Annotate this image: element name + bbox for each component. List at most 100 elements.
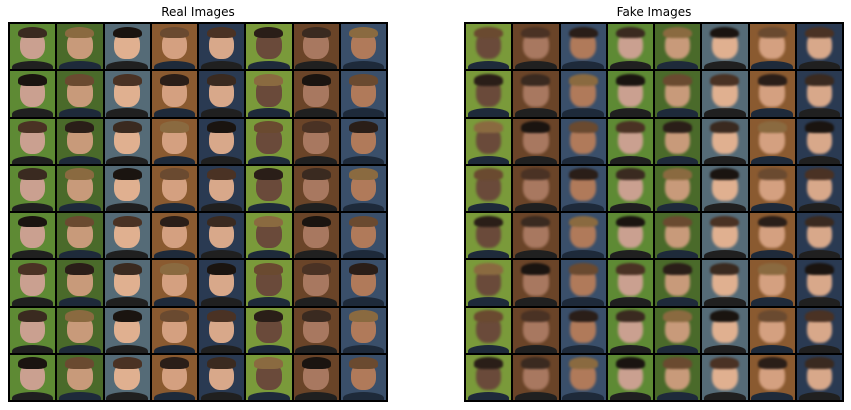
- real-face-thumbnail: [199, 71, 245, 117]
- real-face-thumbnail: [104, 71, 150, 117]
- hair: [568, 26, 598, 39]
- hair: [18, 357, 48, 370]
- hair: [18, 262, 48, 275]
- real-face-thumbnail: [293, 24, 339, 70]
- fake-face-thumbnail: [749, 307, 795, 353]
- real-face-thumbnail: [199, 307, 245, 353]
- fake-face-thumbnail: [749, 118, 795, 164]
- shoulders: [248, 344, 290, 353]
- hair: [474, 262, 504, 275]
- hair: [474, 357, 504, 370]
- shoulders: [295, 250, 337, 259]
- fake-face-thumbnail: [796, 354, 842, 400]
- hair: [521, 121, 551, 133]
- real-face-thumbnail: [293, 307, 339, 353]
- fake-face-thumbnail: [607, 165, 653, 211]
- hair: [301, 121, 331, 133]
- hair: [254, 26, 284, 39]
- shoulders: [656, 155, 699, 164]
- real-face-thumbnail: [199, 165, 245, 211]
- hair: [804, 121, 834, 133]
- real-face-thumbnail: [340, 24, 386, 70]
- real-face-thumbnail: [57, 165, 103, 211]
- hair: [254, 121, 284, 133]
- shoulders: [342, 250, 385, 259]
- fake-face-thumbnail: [655, 213, 701, 259]
- hair: [804, 357, 834, 370]
- shoulders: [248, 108, 290, 117]
- shoulders: [751, 61, 793, 70]
- shoulders: [704, 250, 746, 259]
- hair: [521, 26, 551, 39]
- shoulders: [11, 250, 54, 259]
- shoulders: [59, 250, 101, 259]
- hair: [159, 310, 189, 322]
- fake-face-thumbnail: [560, 24, 606, 70]
- real-face-thumbnail: [340, 354, 386, 400]
- hair: [348, 310, 378, 322]
- shoulders: [609, 391, 652, 400]
- hair: [663, 310, 693, 322]
- hair: [568, 215, 598, 228]
- shoulders: [798, 202, 841, 211]
- real-face-thumbnail: [151, 213, 197, 259]
- hair: [663, 26, 693, 39]
- shoulders: [200, 297, 243, 306]
- fake-face-thumbnail: [607, 213, 653, 259]
- shoulders: [751, 202, 793, 211]
- shoulders: [11, 391, 54, 400]
- hair: [568, 262, 598, 275]
- fake-face-thumbnail: [607, 354, 653, 400]
- hair: [521, 215, 551, 228]
- hair: [568, 168, 598, 181]
- shoulders: [562, 297, 604, 306]
- hair: [757, 310, 787, 322]
- shoulders: [751, 250, 793, 259]
- fake-face-thumbnail: [796, 260, 842, 306]
- real-face-thumbnail: [104, 165, 150, 211]
- hair: [65, 215, 95, 228]
- shoulders: [467, 250, 510, 259]
- fake-face-thumbnail: [607, 71, 653, 117]
- shoulders: [11, 108, 54, 117]
- shoulders: [609, 202, 652, 211]
- hair: [65, 26, 95, 39]
- shoulders: [751, 344, 793, 353]
- shoulders: [656, 202, 699, 211]
- hair: [207, 73, 237, 86]
- hair: [301, 73, 331, 86]
- shoulders: [704, 108, 746, 117]
- shoulders: [798, 297, 841, 306]
- hair: [18, 310, 48, 322]
- real-face-thumbnail: [293, 354, 339, 400]
- shoulders: [798, 344, 841, 353]
- shoulders: [153, 250, 196, 259]
- shoulders: [704, 155, 746, 164]
- shoulders: [295, 297, 337, 306]
- real-face-thumbnail: [293, 213, 339, 259]
- shoulders: [59, 297, 101, 306]
- hair: [254, 215, 284, 228]
- fake-face-thumbnail: [560, 354, 606, 400]
- fake-face-thumbnail: [749, 213, 795, 259]
- real-face-thumbnail: [10, 213, 56, 259]
- hair: [710, 168, 740, 181]
- shoulders: [704, 344, 746, 353]
- shoulders: [248, 61, 290, 70]
- hair: [301, 310, 331, 322]
- hair: [348, 26, 378, 39]
- hair: [18, 121, 48, 133]
- real-face-thumbnail: [151, 260, 197, 306]
- hair: [757, 121, 787, 133]
- real-face-thumbnail: [293, 118, 339, 164]
- hair: [615, 357, 645, 370]
- fake-face-thumbnail: [560, 307, 606, 353]
- shoulders: [562, 391, 604, 400]
- hair: [757, 357, 787, 370]
- hair: [207, 121, 237, 133]
- real-face-thumbnail: [199, 24, 245, 70]
- fake-face-thumbnail: [466, 165, 512, 211]
- fake-face-thumbnail: [702, 307, 748, 353]
- hair: [474, 26, 504, 39]
- real-face-thumbnail: [151, 165, 197, 211]
